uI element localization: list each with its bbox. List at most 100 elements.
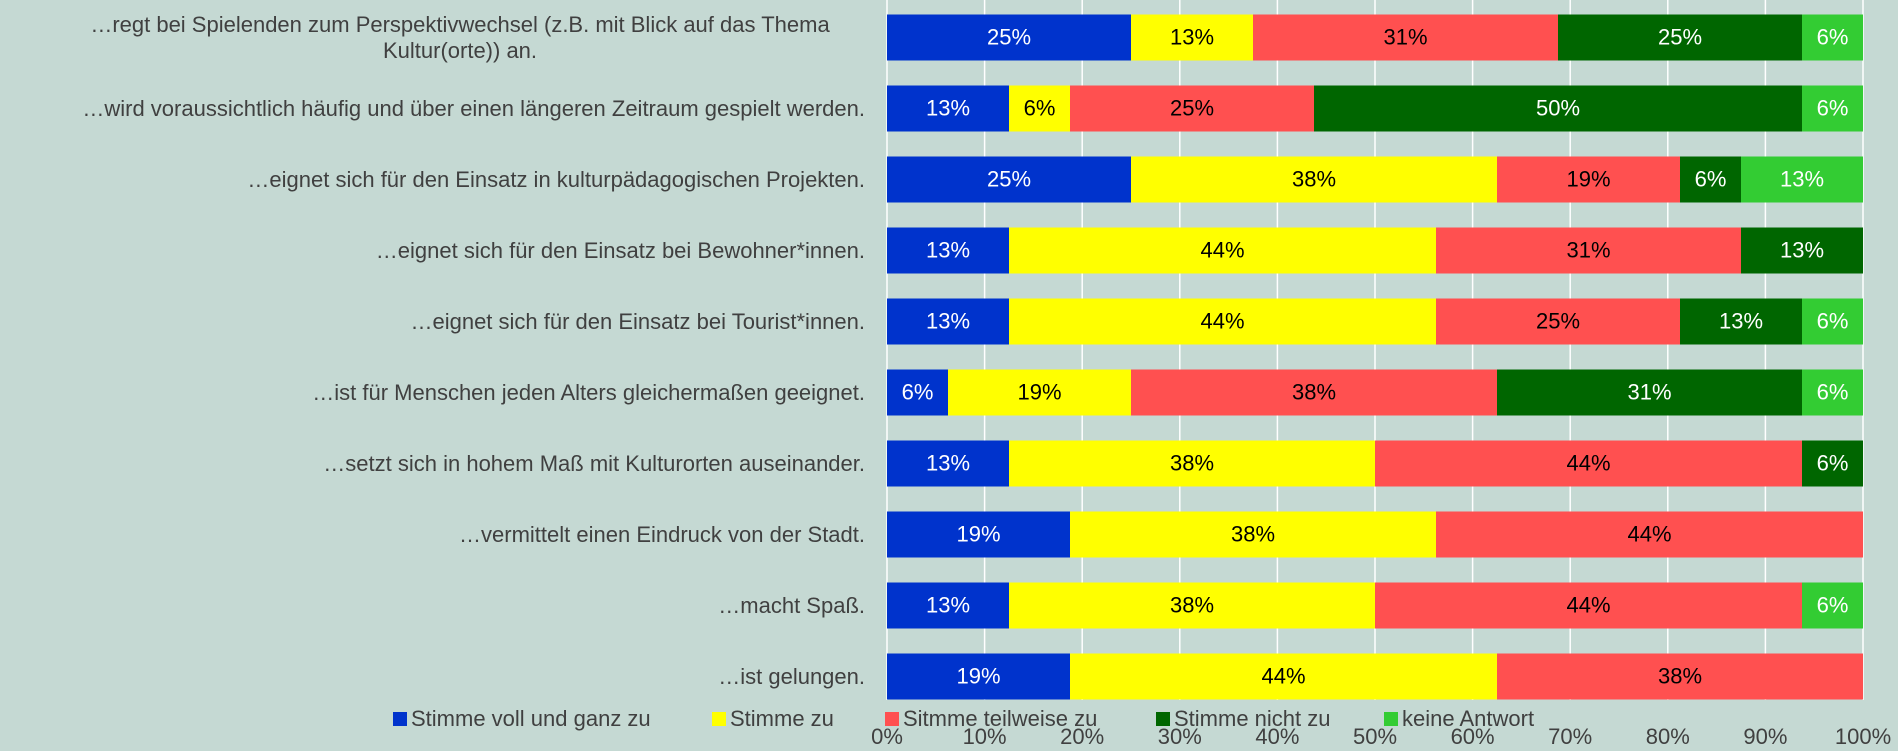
- value-label: 25%: [987, 166, 1031, 191]
- bar-segment: [887, 227, 1009, 274]
- category-text: …ist gelungen.: [718, 663, 865, 689]
- value-label: 38%: [1292, 166, 1336, 191]
- legend-swatch: [712, 712, 726, 726]
- value-label: 19%: [956, 663, 1000, 688]
- category-text: …macht Spaß.: [718, 592, 865, 618]
- value-label: 6%: [1817, 592, 1849, 617]
- bar-segment: [1741, 156, 1863, 203]
- x-tick-label: 100%: [1835, 724, 1891, 749]
- bar-segment: [1009, 440, 1375, 487]
- bar-segment: [1497, 156, 1680, 203]
- x-tick-label: 30%: [1158, 724, 1202, 749]
- bar-segment: [1070, 85, 1314, 132]
- bar-segment: [887, 511, 1070, 558]
- legend-swatch: [1156, 712, 1170, 726]
- bar-segment: [887, 298, 1009, 345]
- value-label: 38%: [1658, 663, 1702, 688]
- value-label: 44%: [1200, 308, 1244, 333]
- bar-segment: [1802, 298, 1863, 345]
- bar-segment: [1375, 582, 1802, 629]
- category-text: …eignet sich für den Einsatz bei Bewohne…: [375, 237, 865, 263]
- value-label: 25%: [1170, 95, 1214, 120]
- legend-swatch: [393, 712, 407, 726]
- value-label: 19%: [956, 521, 1000, 546]
- category-text: …regt bei Spielenden zum Perspektivwechs…: [90, 11, 830, 63]
- value-label: 31%: [1627, 379, 1671, 404]
- value-label: 25%: [1536, 308, 1580, 333]
- bar-segment: [1497, 653, 1863, 700]
- bar-segment: [1802, 85, 1863, 132]
- value-label: 19%: [1017, 379, 1061, 404]
- category-label: …ist gelungen.: [718, 664, 865, 690]
- bar-segment: [1802, 14, 1863, 61]
- value-label: 44%: [1261, 663, 1305, 688]
- value-label: 13%: [1170, 24, 1214, 49]
- x-tick-label: 40%: [1255, 724, 1299, 749]
- bar-segment: [887, 156, 1131, 203]
- value-label: 13%: [926, 237, 970, 262]
- legend-swatch: [885, 712, 899, 726]
- category-label: …eignet sich für den Einsatz bei Tourist…: [410, 309, 865, 335]
- bar-segment: [887, 582, 1009, 629]
- value-label: 6%: [1024, 95, 1056, 120]
- bar-segment: [1436, 227, 1741, 274]
- bar-segment: [1741, 227, 1863, 274]
- x-tick-label: 50%: [1353, 724, 1397, 749]
- value-label: 13%: [1780, 237, 1824, 262]
- value-label: 6%: [1817, 95, 1849, 120]
- legend-label: Stimme voll und ganz zu: [411, 706, 651, 731]
- category-label: …eignet sich für den Einsatz in kulturpä…: [247, 167, 865, 193]
- x-tick-label: 60%: [1451, 724, 1495, 749]
- bar-segment: [1802, 582, 1863, 629]
- bar-segment: [1558, 14, 1802, 61]
- bar-segment: [1436, 298, 1680, 345]
- category-text: …ist für Menschen jeden Alters gleicherm…: [312, 379, 865, 405]
- value-label: 38%: [1292, 379, 1336, 404]
- bar-segment: [1009, 298, 1436, 345]
- bar-segment: [1680, 298, 1802, 345]
- bar-segment: [1131, 14, 1253, 61]
- value-label: 44%: [1566, 450, 1610, 475]
- value-label: 13%: [926, 95, 970, 120]
- bar-segment: [948, 369, 1131, 416]
- value-label: 6%: [902, 379, 934, 404]
- bar-segment: [1070, 653, 1497, 700]
- value-label: 13%: [926, 450, 970, 475]
- value-label: 38%: [1170, 450, 1214, 475]
- category-text: …wird voraussichtlich häufig und über ei…: [82, 95, 865, 121]
- category-label: …wird voraussichtlich häufig und über ei…: [82, 96, 865, 122]
- bar-segment: [887, 369, 948, 416]
- category-label: …setzt sich in hohem Maß mit Kulturorten…: [323, 451, 865, 477]
- category-label: …ist für Menschen jeden Alters gleicherm…: [312, 380, 865, 406]
- value-label: 44%: [1566, 592, 1610, 617]
- bar-segment: [1680, 156, 1741, 203]
- value-label: 6%: [1817, 450, 1849, 475]
- value-label: 19%: [1566, 166, 1610, 191]
- bar-segment: [1131, 369, 1497, 416]
- x-tick-label: 80%: [1646, 724, 1690, 749]
- category-text: …vermittelt einen Eindruck von der Stadt…: [459, 521, 865, 547]
- bar-segment: [887, 653, 1070, 700]
- category-text: …eignet sich für den Einsatz in kulturpä…: [247, 166, 865, 192]
- bar-segment: [1253, 14, 1558, 61]
- bar-segment: [1009, 227, 1436, 274]
- category-label: …eignet sich für den Einsatz bei Bewohne…: [376, 238, 865, 264]
- value-label: 6%: [1817, 379, 1849, 404]
- x-tick-label: 90%: [1743, 724, 1787, 749]
- x-tick-label: 20%: [1060, 724, 1104, 749]
- legend-label: Stimme nicht zu: [1174, 706, 1331, 731]
- bar-segment: [1131, 156, 1497, 203]
- bar-segment: [887, 14, 1131, 61]
- value-label: 13%: [926, 308, 970, 333]
- category-text: …eignet sich für den Einsatz bei Tourist…: [410, 308, 865, 334]
- category-label: …regt bei Spielenden zum Perspektivwechs…: [55, 12, 865, 64]
- value-label: 25%: [987, 24, 1031, 49]
- legend-label: keine Antwort: [1402, 706, 1534, 731]
- category-label: …vermittelt einen Eindruck von der Stadt…: [459, 522, 865, 548]
- x-tick-label: 70%: [1548, 724, 1592, 749]
- value-label: 6%: [1817, 308, 1849, 333]
- value-label: 50%: [1536, 95, 1580, 120]
- value-label: 6%: [1817, 24, 1849, 49]
